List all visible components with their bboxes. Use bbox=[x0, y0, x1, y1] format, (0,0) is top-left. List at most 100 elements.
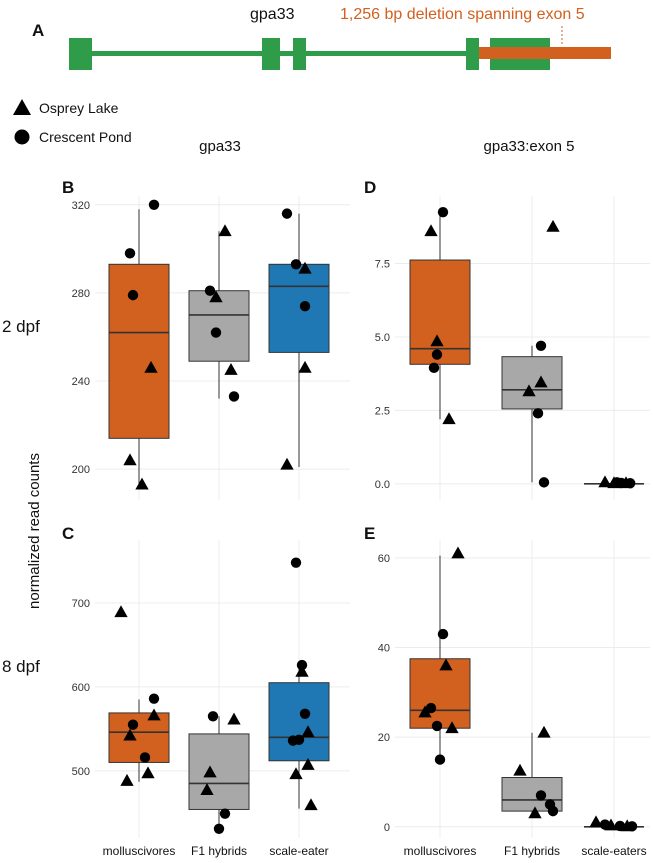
panel-e-category-label: F1 hybrids bbox=[504, 844, 560, 858]
panel-d-point-crescent bbox=[625, 478, 636, 489]
exon-1 bbox=[69, 38, 92, 70]
panel-b-point-osprey bbox=[135, 477, 149, 490]
deletion-bar bbox=[479, 47, 611, 59]
panel-b-point-crescent bbox=[281, 208, 293, 219]
panel-e-y-tick-label: 60 bbox=[378, 553, 390, 565]
panel-c-point-osprey bbox=[301, 757, 315, 770]
legend-label-crescent: Crescent Pond bbox=[39, 129, 132, 145]
panel-b-point-crescent bbox=[290, 259, 302, 270]
panel-a-gene-model: A gpa33 1,256 bp deletion spanning exon … bbox=[32, 6, 611, 70]
panel-c-point-osprey bbox=[227, 712, 241, 725]
panel-d-point-crescent bbox=[428, 362, 440, 374]
panel-e-point-osprey bbox=[439, 658, 453, 671]
panel-e-point-crescent bbox=[431, 720, 443, 732]
panel-e-point-osprey bbox=[451, 546, 465, 559]
panel-b-point-osprey bbox=[123, 453, 137, 466]
panel-c-point-osprey bbox=[120, 773, 134, 786]
panel-c-point-crescent bbox=[207, 711, 219, 722]
intron-line bbox=[70, 51, 550, 56]
panel-b-y-tick-label: 280 bbox=[72, 288, 90, 300]
panel-b-y-tick-label: 320 bbox=[72, 200, 90, 212]
panel-a-letter: A bbox=[32, 21, 44, 40]
panel-e-category-label: scale-eaters bbox=[581, 844, 646, 858]
panel-c-point-osprey bbox=[147, 708, 161, 721]
panel-d-point-osprey bbox=[424, 224, 438, 237]
panel-e-point-osprey bbox=[589, 815, 603, 828]
panel-d-point-crescent bbox=[538, 477, 550, 488]
panel-c-point-crescent bbox=[213, 823, 225, 834]
panel-e-point-osprey bbox=[418, 705, 432, 718]
panel-e-point-osprey bbox=[604, 818, 618, 831]
panel-d-point-osprey bbox=[430, 334, 444, 347]
panel-b-chart: 320 280 240 200 bbox=[72, 196, 350, 500]
panel-c-point-osprey bbox=[114, 605, 128, 618]
panel-b-y-tick-label: 240 bbox=[72, 376, 90, 388]
y-axis-title: normalized read counts bbox=[26, 453, 43, 609]
panel-d-point-osprey bbox=[534, 375, 548, 388]
panel-e-letter: E bbox=[364, 524, 375, 543]
panel-e-point-osprey bbox=[537, 725, 551, 738]
panel-c-point-osprey bbox=[304, 798, 318, 811]
panel-c-box bbox=[268, 682, 330, 762]
panel-c-point-crescent bbox=[127, 719, 139, 730]
panel-d-point-crescent bbox=[535, 340, 547, 351]
panel-b-point-crescent bbox=[210, 327, 222, 338]
panel-e-category-label: molluscivores bbox=[404, 844, 477, 858]
panel-e-y-tick-label: 0 bbox=[384, 822, 390, 834]
panel-d-point-osprey bbox=[442, 412, 456, 425]
panel-d-point-osprey bbox=[546, 219, 560, 232]
panel-c-point-crescent bbox=[219, 808, 231, 819]
panel-b-box bbox=[268, 263, 330, 353]
panel-e-chart: 60 40 20 0 molluscivores F1 hybrids scale-eate… bbox=[378, 540, 650, 858]
panel-e-y-tick-label: 40 bbox=[378, 643, 390, 655]
panel-e-point-osprey bbox=[528, 806, 542, 819]
panel-d-point-crescent bbox=[532, 408, 544, 419]
panel-b-point-crescent bbox=[148, 199, 160, 211]
legend-label-osprey: Osprey Lake bbox=[39, 100, 119, 116]
panel-b-point-osprey bbox=[144, 360, 158, 373]
panel-c-point-osprey bbox=[289, 767, 303, 780]
panel-b-point-osprey bbox=[298, 261, 312, 274]
panel-b-point-crescent bbox=[124, 248, 136, 259]
panel-b-letter: B bbox=[62, 178, 74, 197]
panel-d-point-osprey bbox=[522, 384, 536, 397]
panel-c-point-crescent bbox=[299, 708, 311, 719]
panel-c-box bbox=[188, 733, 250, 810]
panel-b-point-osprey bbox=[224, 363, 238, 375]
panel-e-point-osprey bbox=[513, 763, 527, 776]
panel-c-point-crescent bbox=[148, 693, 160, 704]
panel-b-point-crescent bbox=[127, 289, 139, 301]
panel-c-point-osprey bbox=[141, 766, 155, 779]
panel-e-point-crescent bbox=[437, 628, 449, 640]
panel-d-y-tick-label: 5.0 bbox=[375, 332, 390, 344]
panel-c-box bbox=[108, 712, 170, 763]
panel-b-point-osprey bbox=[218, 224, 232, 237]
panel-c-point-osprey bbox=[301, 725, 315, 738]
panel-d-chart: 7.5 5.0 2.5 0.0 bbox=[375, 196, 650, 500]
panel-e-point-crescent bbox=[425, 702, 437, 714]
panel-d-point-osprey bbox=[598, 475, 612, 488]
row-label-2dpf: 2 dpf bbox=[2, 317, 40, 336]
row-label-8dpf: 8 dpf bbox=[2, 657, 40, 676]
panel-e-point-osprey bbox=[445, 721, 459, 734]
panel-b-point-osprey bbox=[298, 360, 312, 373]
panel-c-category-label: F1 hybrids bbox=[191, 844, 247, 858]
column-title-gpa33: gpa33 bbox=[199, 138, 241, 155]
panel-b-point-osprey bbox=[280, 457, 294, 470]
panel-c-point-crescent bbox=[287, 735, 299, 746]
panel-c-point-crescent bbox=[139, 752, 151, 763]
column-title-exon5: gpa33:exon 5 bbox=[484, 138, 575, 155]
panel-e-point-crescent bbox=[626, 821, 638, 832]
legend: Osprey Lake Crescent Pond bbox=[13, 99, 132, 145]
panel-c-point-osprey bbox=[123, 728, 137, 741]
legend-circle-icon bbox=[14, 129, 30, 145]
panel-b-y-tick-label: 200 bbox=[72, 464, 90, 476]
panel-e-point-crescent bbox=[535, 790, 547, 801]
panel-e-y-tick-label: 20 bbox=[378, 732, 390, 744]
panel-e-box bbox=[409, 658, 471, 729]
panel-c-category-label: scale-eater bbox=[269, 844, 328, 858]
panel-c-point-osprey bbox=[203, 765, 217, 778]
panel-c-y-tick-label: 600 bbox=[72, 682, 90, 694]
panel-d-box bbox=[501, 356, 563, 410]
